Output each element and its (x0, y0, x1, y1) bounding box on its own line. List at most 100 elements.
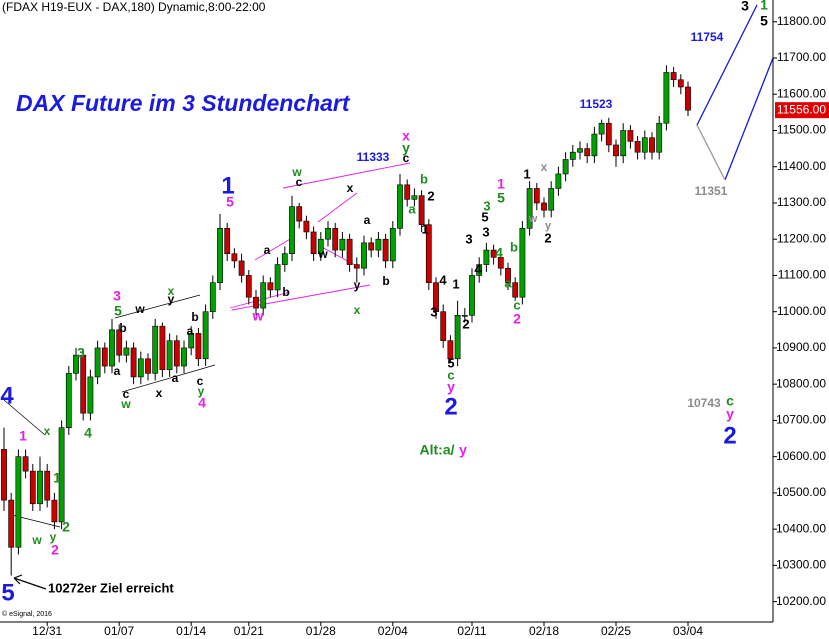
annotation: 2 (444, 393, 457, 420)
candle-body (440, 311, 447, 341)
candle-body (116, 329, 123, 356)
annotation: x (168, 284, 175, 298)
candle-body (94, 347, 101, 378)
annotation: 1 (523, 166, 530, 181)
annotation: y (726, 406, 734, 422)
annotation: w (528, 213, 538, 225)
candle-body (512, 282, 519, 298)
candle-body (397, 184, 403, 229)
candle-body (51, 499, 58, 523)
annotation: 4 (439, 272, 447, 287)
candle-body (469, 275, 475, 316)
candle-body (22, 456, 29, 472)
candle-body (260, 282, 267, 309)
annotation: b (420, 171, 428, 186)
annotation: 1 (53, 470, 61, 486)
annotation: b (191, 310, 198, 324)
candle-body (663, 72, 670, 124)
annotation: 4 (0, 382, 14, 409)
candle-body (310, 231, 317, 254)
x-tick-label: 03/04 (673, 624, 703, 638)
candle-body (145, 358, 151, 374)
candle-body (670, 72, 677, 81)
candle-body (627, 130, 634, 142)
candle-body (584, 148, 591, 157)
annotation: 1 (19, 428, 27, 444)
candle-body (598, 122, 605, 135)
candle-body (44, 470, 51, 501)
annotation: 10743 (687, 396, 721, 410)
candle-body (447, 340, 454, 360)
annotation: 11333 (357, 150, 390, 164)
candle-body (339, 238, 346, 251)
candle-body (425, 224, 432, 283)
candle-body (195, 333, 202, 360)
annotation: b (282, 285, 289, 299)
candle-body (569, 151, 576, 160)
annotation: 11754 (691, 30, 724, 44)
x-tick-label: 01/28 (306, 624, 336, 638)
candle-body (209, 282, 216, 312)
annotation: 11351 (695, 184, 728, 198)
candle-body (152, 325, 159, 374)
annotation: y (168, 292, 175, 306)
annotation: 1 (760, 0, 768, 13)
annotation: c (403, 151, 410, 165)
annotation: 2 (51, 542, 59, 558)
y-tick-label: 10200.00 (776, 594, 826, 608)
candle-body (533, 188, 540, 204)
x-tick-label: 02/11 (457, 624, 486, 638)
annotation: x (354, 303, 361, 317)
candle-body (188, 333, 195, 349)
annotation: 3 (113, 288, 121, 304)
annotation: 1 (452, 276, 459, 291)
annotation: 3 (483, 198, 490, 213)
candle-body (80, 354, 87, 414)
y-tick-label: 10800.00 (776, 376, 826, 390)
candle-body (483, 249, 490, 265)
y-tick-label: 11000.00 (777, 304, 826, 318)
candle-body (109, 329, 115, 367)
y-tick-label: 10900.00 (776, 340, 826, 354)
annotation: y (447, 379, 455, 395)
annotation: 3 (482, 224, 489, 239)
candle-body (8, 499, 15, 548)
candle-body (505, 267, 511, 283)
annotation: w (291, 165, 302, 179)
annotation: 3 (77, 345, 85, 361)
candle-body (591, 133, 598, 157)
candle-body (217, 228, 223, 283)
x-tick-label: 02/25 (601, 624, 631, 638)
annotation: x (402, 128, 410, 144)
candle-body (289, 206, 295, 254)
annotation: 2 (62, 519, 70, 535)
annotation: a (364, 213, 371, 227)
y-tick-label: 11700.00 (777, 50, 826, 64)
annotation: a (114, 364, 121, 378)
candle-body (325, 228, 331, 240)
candle-body (605, 122, 612, 146)
candle-body (231, 253, 238, 262)
candle-body (267, 282, 274, 291)
annotation: w (317, 247, 328, 261)
candle-body (382, 238, 389, 262)
candle-body (577, 148, 583, 153)
candle-body (476, 264, 483, 276)
annotation: 2 (462, 316, 469, 331)
candle-body (368, 242, 375, 251)
annotation: 1 (421, 221, 428, 236)
annotation: 5 (481, 209, 488, 224)
y-tick-label: 10500.00 (776, 485, 826, 499)
annotation: 4 (84, 425, 92, 441)
annotation: a (408, 201, 416, 216)
annotation: 2 (544, 230, 551, 245)
candle-body (562, 159, 569, 175)
candle-body (274, 264, 281, 291)
x-tick-label: 02/04 (378, 624, 408, 638)
annotation: b (119, 321, 126, 335)
candle-body (461, 315, 468, 317)
candle-body (346, 238, 353, 265)
annotation: a (504, 275, 512, 290)
annotation: 4 (474, 261, 482, 276)
